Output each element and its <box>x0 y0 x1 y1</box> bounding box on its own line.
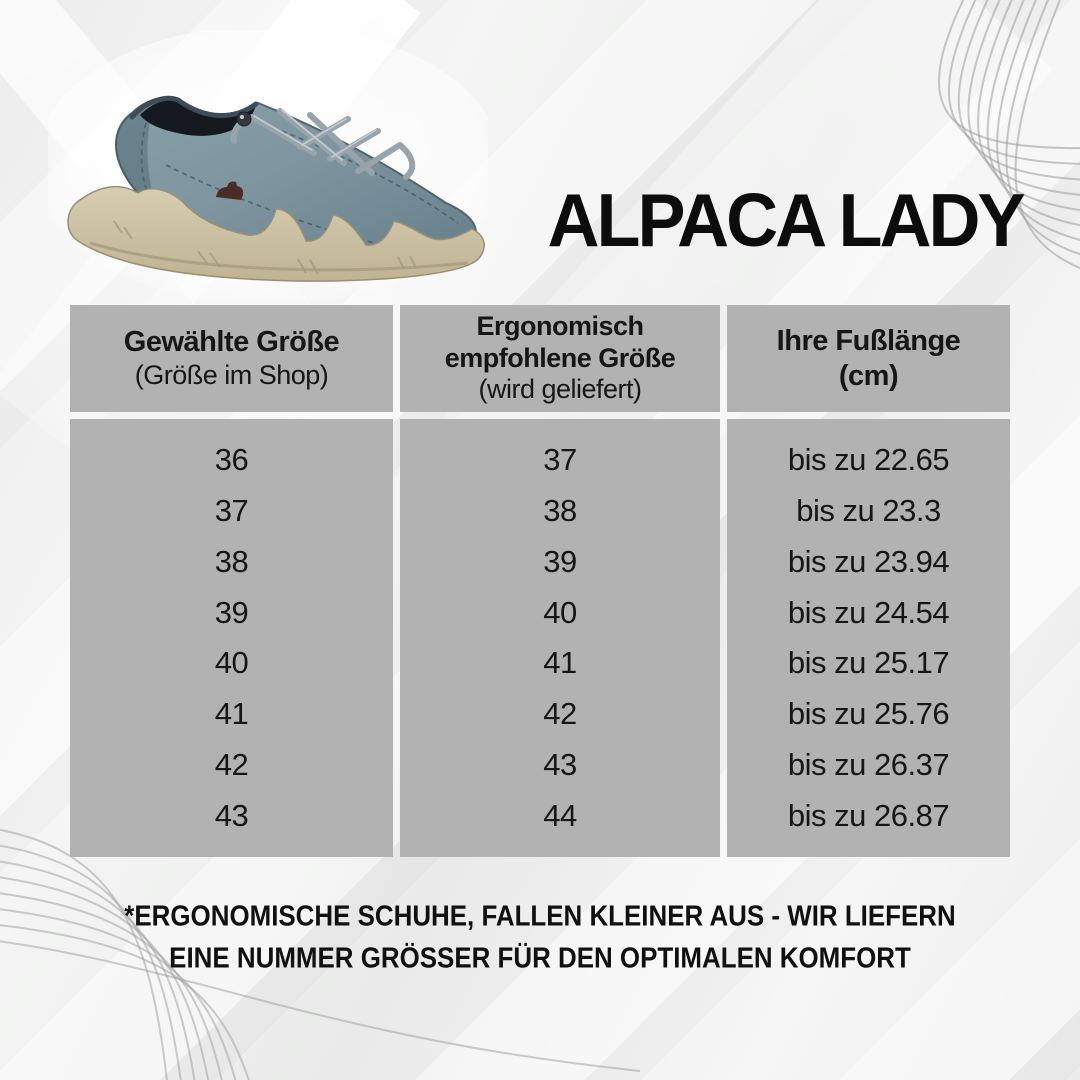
table-cell: bis zu 26.37 <box>787 746 950 782</box>
sole-tread-line <box>89 241 469 272</box>
table-cell: 43 <box>214 797 249 833</box>
table-cell: 40 <box>214 645 249 681</box>
sole-tread-marks <box>113 220 417 275</box>
header-cell-recommended-size: Ergonomisch empfohlene Größe (wird gelie… <box>400 305 720 412</box>
table-cell: 43 <box>543 746 577 782</box>
footnote-line: *ERGONOMISCHE SCHUHE, FALLEN KLEINER AUS… <box>124 900 956 932</box>
table-cell: 39 <box>214 594 249 630</box>
lace-lock-bead <box>236 111 252 127</box>
table-cell: 41 <box>214 696 249 732</box>
header-cell-foot-length: Ihre Fußlänge (cm) <box>727 305 1010 412</box>
table-cell: bis zu 25.76 <box>787 696 950 732</box>
size-table-column: 37 38 39 40 41 42 43 44 <box>400 419 720 857</box>
header-cell-selected-size: Gewählte Größe (Größe im Shop) <box>70 305 393 412</box>
shoe-collar-edge <box>129 95 259 120</box>
table-cell: 38 <box>543 493 577 529</box>
lace-lock-highlight <box>240 115 244 119</box>
table-cell: bis zu 26.87 <box>787 797 950 833</box>
shoe-laces-highlight <box>253 109 377 161</box>
shoe-illustration <box>33 25 503 305</box>
alpaca-logo <box>216 181 244 200</box>
table-cell: 42 <box>543 696 577 732</box>
page-title: ALPACA LADY <box>547 179 1026 263</box>
size-table: Gewählte Größe (Größe im Shop) Ergonomis… <box>70 305 1010 857</box>
shoe-heel-shading <box>116 101 160 217</box>
table-cell: 44 <box>543 797 577 833</box>
table-cell: 42 <box>214 746 249 782</box>
table-cell: bis zu 24.54 <box>787 594 950 630</box>
size-table-header: Gewählte Größe (Größe im Shop) Ergonomis… <box>70 305 1010 412</box>
size-table-body: 36 37 38 39 40 41 42 43 37 38 39 40 41 42 43 44 bis zu… <box>70 419 1010 857</box>
table-cell: bis zu 25.17 <box>787 645 950 681</box>
footnote: *ERGONOMISCHE SCHUHE, FALLEN KLEINER AUS… <box>22 895 1059 979</box>
table-cell: bis zu 22.65 <box>787 442 950 478</box>
size-table-column: 36 37 38 39 40 41 42 43 <box>70 419 393 857</box>
footnote-line: EINE NUMMER GRÖSSER FÜR DEN OPTIMALEN KO… <box>169 942 911 974</box>
shoe-sole <box>67 185 485 282</box>
product-photo <box>33 25 503 305</box>
shoe-collar-lining <box>140 99 256 136</box>
table-cell: 40 <box>543 594 577 630</box>
stitching-heel-seam <box>140 122 155 208</box>
table-cell: bis zu 23.3 <box>796 493 941 529</box>
table-cell: 39 <box>543 543 577 579</box>
stitching-vamp-seam <box>281 130 459 224</box>
table-cell: 41 <box>543 645 577 681</box>
table-cell: 37 <box>543 442 577 478</box>
table-cell: 37 <box>214 493 249 529</box>
table-cell: bis zu 23.94 <box>787 543 950 579</box>
size-table-column: bis zu 22.65 bis zu 23.3 bis zu 23.94 bis z… <box>727 419 1010 857</box>
table-cell: 36 <box>214 442 249 478</box>
table-cell: 38 <box>214 543 249 579</box>
